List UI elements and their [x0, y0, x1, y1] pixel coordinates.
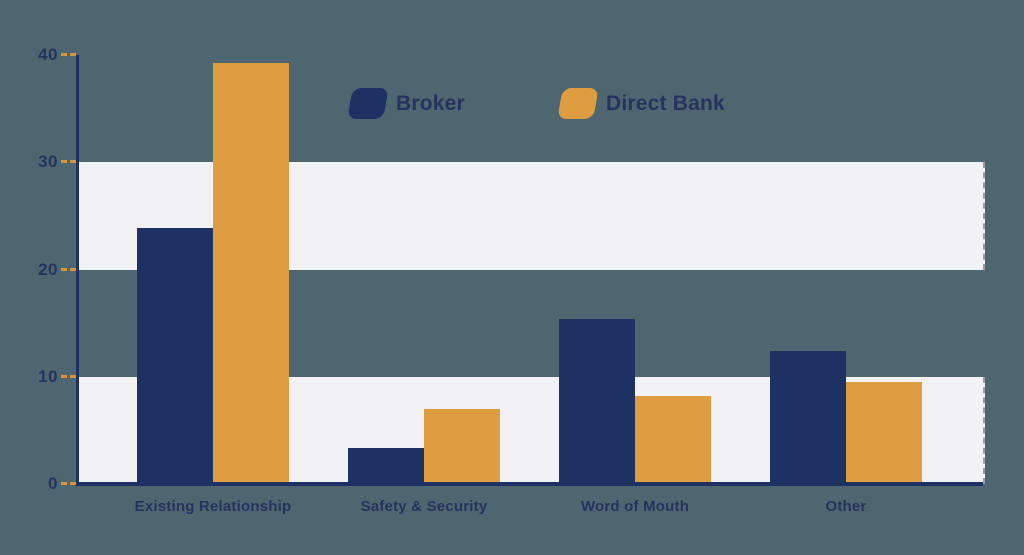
y-tick-20 — [61, 267, 76, 271]
y-axis-line — [76, 55, 79, 484]
x-axis-label-existing-relationship: Existing Relationship — [134, 498, 292, 515]
y-tick-label-20: 20 — [38, 259, 58, 279]
y-tick-label-10: 10 — [38, 366, 58, 386]
legend-label-direct-bank: Direct Bank — [606, 91, 725, 115]
x-axis-label-word-of-mouth: Word of Mouth — [580, 498, 690, 515]
y-tick-10 — [61, 374, 76, 378]
y-tick-30 — [61, 160, 76, 164]
x-axis-line — [75, 482, 983, 486]
y-tick-label-30: 30 — [38, 152, 58, 172]
bar-broker-existing-relationship — [137, 227, 213, 484]
bar-direct-bank-other — [846, 382, 922, 484]
bar-direct-bank-existing-relationship — [213, 62, 289, 484]
x-axis-label-other: Other — [825, 498, 867, 515]
bar-broker-other — [770, 351, 846, 484]
legend-item-direct-bank: Direct Bank — [557, 88, 725, 119]
x-axis-label-safety-security: Safety & Security — [360, 498, 488, 515]
y-tick-40 — [61, 53, 76, 56]
bar-broker-word-of-mouth — [559, 318, 635, 484]
bar-direct-bank-word-of-mouth — [635, 396, 711, 484]
bar-broker-safety-security — [348, 447, 424, 484]
y-tick-0 — [61, 482, 76, 485]
legend-item-broker: Broker — [347, 88, 465, 119]
y-tick-label-40: 40 — [38, 45, 58, 64]
direct-bank-swatch-icon — [557, 88, 599, 119]
broker-swatch-icon — [347, 88, 389, 119]
y-tick-label-0: 0 — [48, 474, 58, 493]
bar-direct-bank-safety-security — [424, 408, 500, 484]
legend-label-broker: Broker — [396, 91, 465, 115]
